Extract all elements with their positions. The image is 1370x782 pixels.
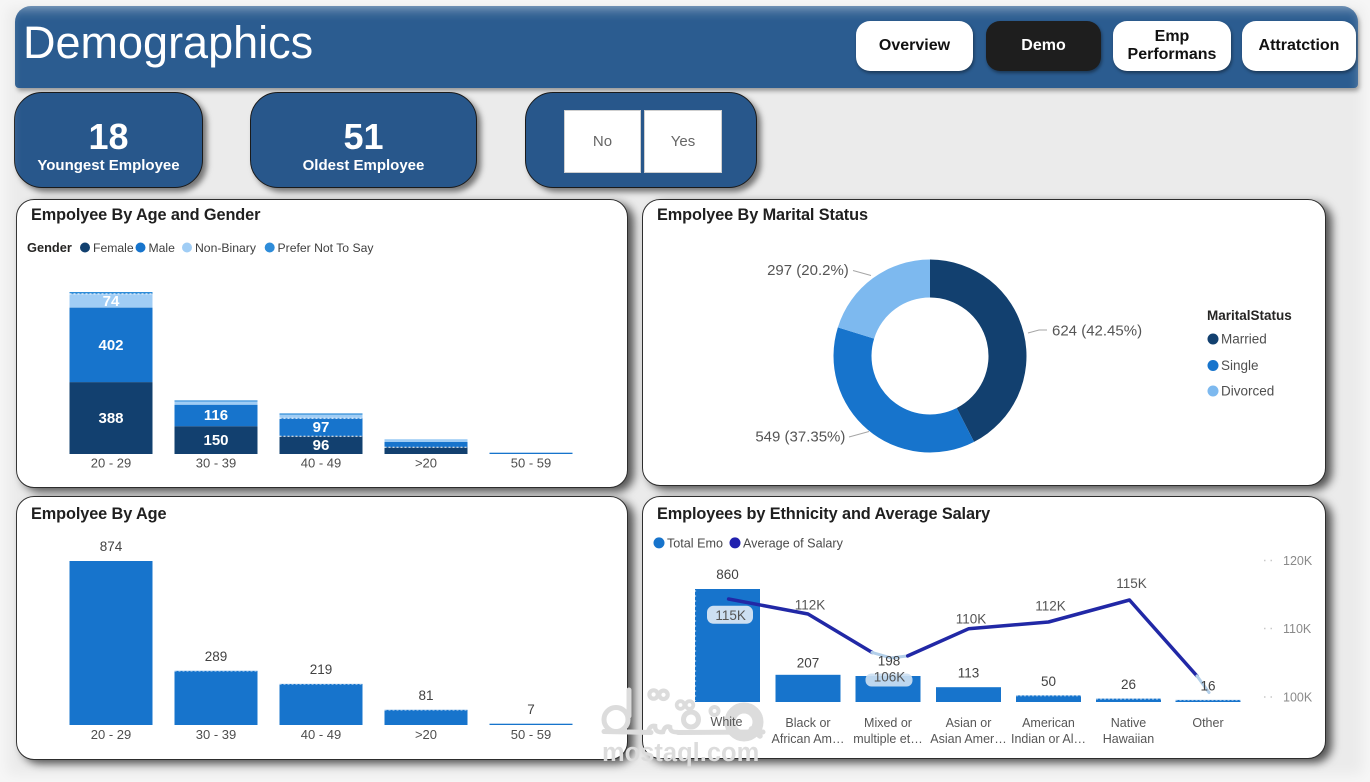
svg-text:Black or: Black or — [785, 716, 830, 730]
svg-text:Asian or: Asian or — [946, 716, 992, 730]
svg-text:106K: 106K — [874, 670, 906, 685]
svg-text:7: 7 — [527, 702, 535, 717]
svg-text:289: 289 — [205, 649, 228, 664]
svg-text:115K: 115K — [1116, 576, 1147, 591]
svg-text:30 - 39: 30 - 39 — [196, 456, 236, 471]
svg-text:Asian Amer…: Asian Amer… — [930, 732, 1006, 746]
svg-text:Indian or Al…: Indian or Al… — [1011, 732, 1086, 746]
svg-text:>20: >20 — [415, 727, 437, 742]
svg-text:110K: 110K — [1283, 622, 1312, 636]
svg-text:White: White — [711, 715, 743, 729]
svg-text:Divorced: Divorced — [1221, 384, 1274, 399]
svg-text:74: 74 — [103, 293, 120, 310]
svg-text:207: 207 — [797, 656, 820, 671]
svg-text:549 (37.35%): 549 (37.35%) — [755, 429, 845, 446]
svg-text:96: 96 — [313, 437, 330, 454]
svg-text:100K: 100K — [1283, 691, 1313, 705]
svg-text:50: 50 — [1041, 674, 1056, 689]
svg-text:97: 97 — [313, 419, 330, 436]
svg-text:874: 874 — [100, 539, 123, 554]
svg-text:120K: 120K — [1283, 554, 1313, 568]
svg-text:297 (20.2%): 297 (20.2%) — [767, 262, 849, 279]
svg-text:Mixed or: Mixed or — [864, 716, 912, 730]
svg-text:>20: >20 — [415, 456, 437, 471]
svg-text:112K: 112K — [795, 598, 826, 613]
svg-text:American: American — [1022, 716, 1075, 730]
svg-text:81: 81 — [418, 688, 433, 703]
svg-text:150: 150 — [203, 432, 228, 449]
svg-text:40 - 49: 40 - 49 — [301, 456, 341, 471]
svg-text:219: 219 — [310, 662, 333, 677]
svg-text:Married: Married — [1221, 332, 1267, 347]
svg-text:112K: 112K — [1035, 599, 1066, 614]
svg-text:Other: Other — [1192, 716, 1223, 730]
svg-text:Male: Male — [149, 241, 176, 255]
svg-text:50 - 59: 50 - 59 — [511, 727, 551, 742]
svg-text:20 - 29: 20 - 29 — [91, 456, 131, 471]
svg-text:Hawaiian: Hawaiian — [1103, 732, 1154, 746]
svg-text:198: 198 — [878, 654, 901, 669]
svg-text:MaritalStatus: MaritalStatus — [1207, 308, 1292, 323]
svg-text:30 - 39: 30 - 39 — [196, 727, 236, 742]
svg-text:Non-Binary: Non-Binary — [195, 241, 257, 255]
svg-text:Female: Female — [93, 241, 134, 255]
svg-text:Single: Single — [1221, 358, 1259, 373]
svg-text:Gender: Gender — [27, 240, 72, 255]
svg-text:Total Emo: Total Emo — [667, 536, 723, 550]
svg-text:388: 388 — [98, 410, 123, 427]
svg-text:624 (42.45%): 624 (42.45%) — [1052, 323, 1142, 340]
svg-text:16: 16 — [1200, 679, 1215, 694]
svg-text:26: 26 — [1121, 677, 1136, 692]
svg-text:African Am…: African Am… — [772, 732, 845, 746]
svg-text:113: 113 — [958, 666, 980, 681]
svg-text:402: 402 — [98, 337, 123, 354]
svg-text:860: 860 — [716, 567, 739, 582]
svg-text:20 - 29: 20 - 29 — [91, 727, 131, 742]
svg-text:multiple et…: multiple et… — [853, 732, 922, 746]
svg-text:Prefer Not To Say: Prefer Not To Say — [278, 241, 375, 255]
svg-text:116: 116 — [204, 407, 228, 424]
svg-text:mostaql.com: mostaql.com — [602, 739, 759, 767]
svg-text:115K: 115K — [715, 608, 746, 623]
svg-text:50 - 59: 50 - 59 — [511, 456, 551, 471]
svg-text:Average of Salary: Average of Salary — [743, 536, 844, 550]
svg-text:40 - 49: 40 - 49 — [301, 727, 341, 742]
svg-text:110K: 110K — [956, 612, 987, 627]
svg-text:Native: Native — [1111, 716, 1146, 730]
